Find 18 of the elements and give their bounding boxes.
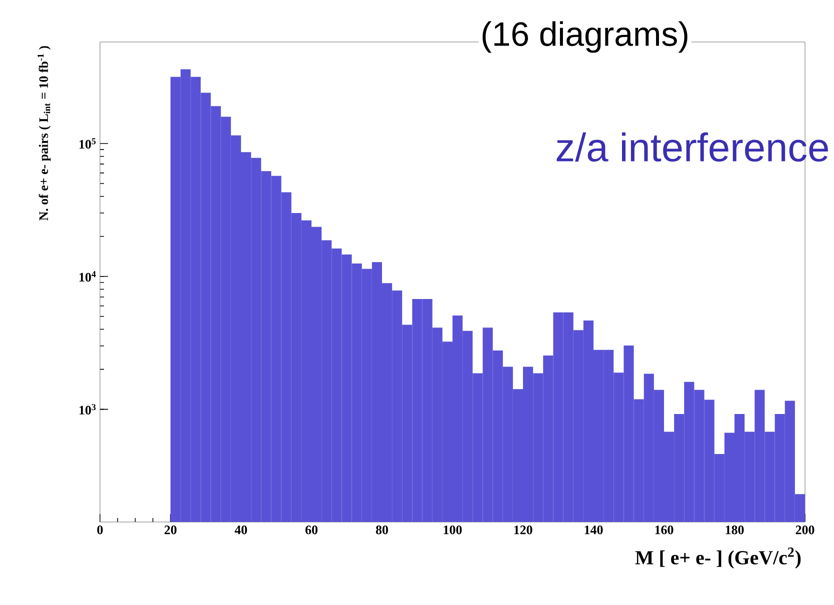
y-tick-label: 10$^{3}$	[80, 404, 96, 415]
x-tick-label: 200	[796, 526, 814, 534]
x-tick-label: 60	[305, 526, 318, 534]
x-tick-label: 0	[97, 526, 103, 534]
x-tick-label: 160	[655, 526, 674, 534]
x-tick-label: 100	[444, 526, 462, 534]
x-tick-label: 40	[234, 526, 247, 534]
y-axis-title: N. of e+ e- pairs ( L$_{int}$ = 10 fb$^{-1}$ )	[38, 46, 51, 221]
annotation: (16 diagrams)	[482, 21, 688, 53]
x-tick-label: 120	[514, 526, 532, 534]
x-axis-title: M [ e+ e- ] (GeV/c$^{2}$)	[635, 548, 801, 568]
x-tick-label: 140	[584, 526, 603, 534]
annotation: z/a interference	[556, 132, 828, 162]
x-tick-label: 180	[726, 526, 744, 534]
x-tick-label: 80	[376, 526, 388, 534]
x-tick-label: 20	[164, 526, 176, 534]
y-tick-label: 10$^{4}$	[80, 271, 96, 282]
y-tick-label: 10$^{5}$	[80, 138, 96, 149]
